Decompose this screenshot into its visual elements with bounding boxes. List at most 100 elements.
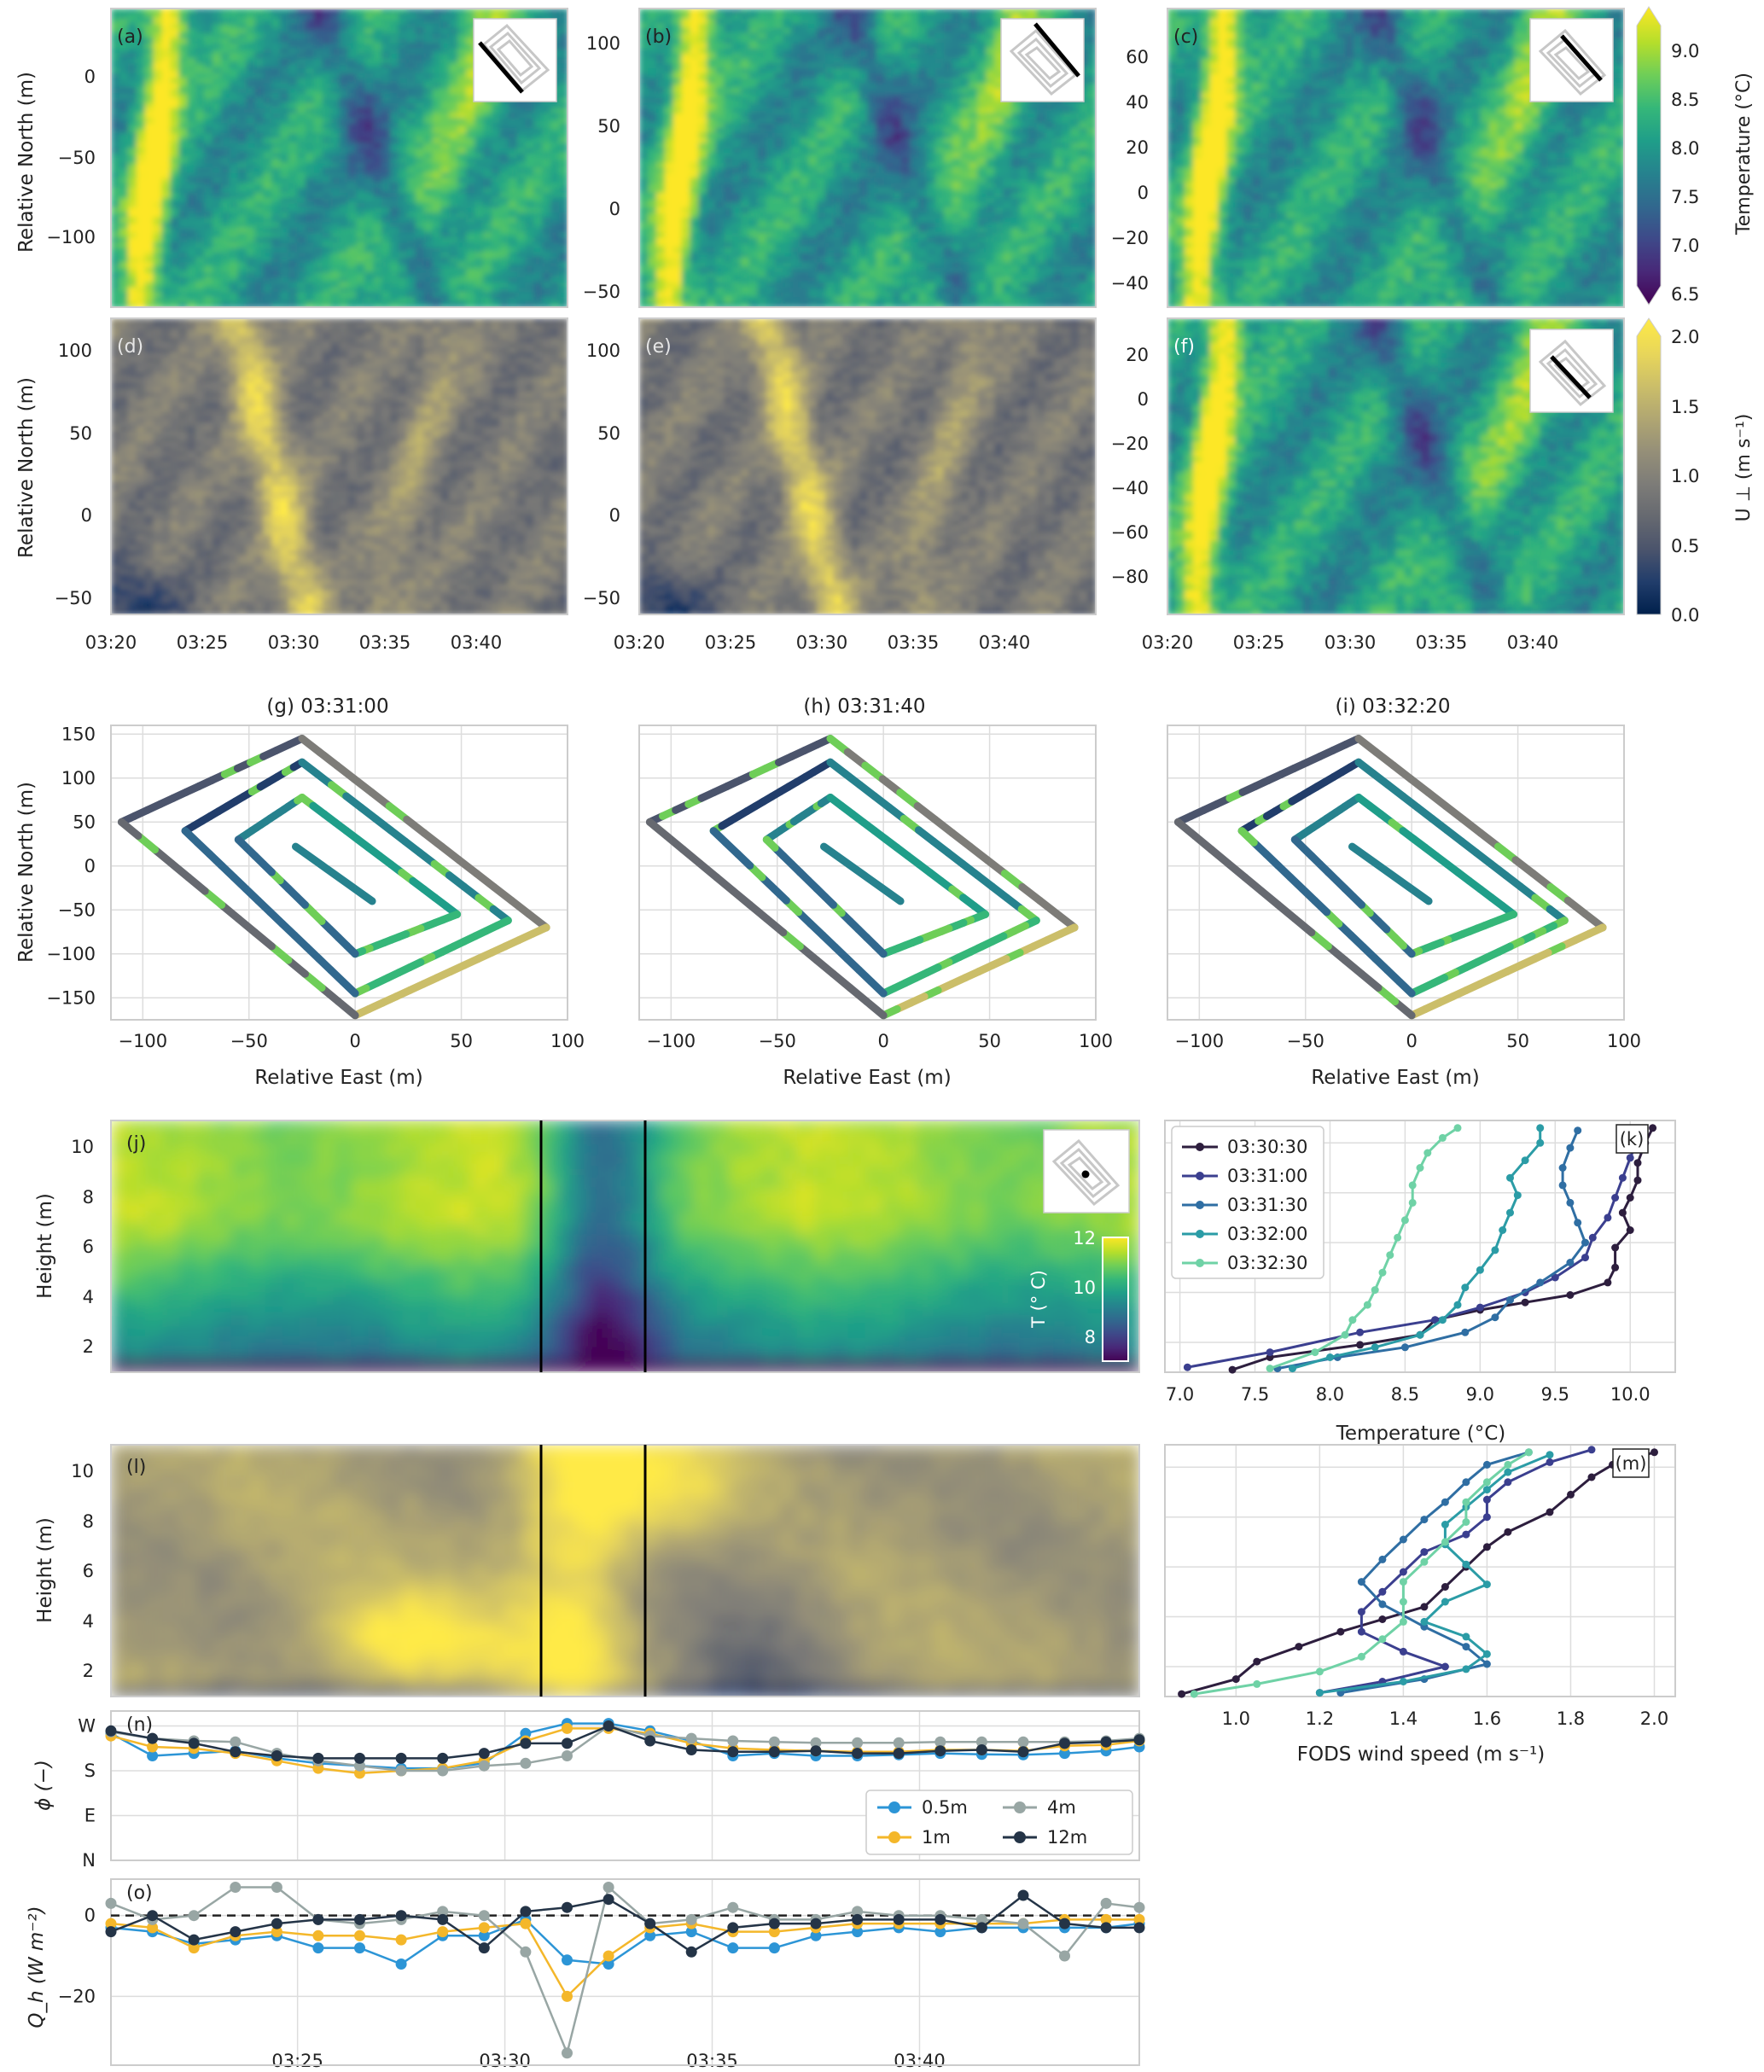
series-point [727, 1942, 739, 1954]
panel-j: (j) 12 10 8 T (° C) 10 8 6 4 2 Height (m… [34, 1120, 1140, 1373]
series-point [1462, 1530, 1470, 1539]
colorbar-wind: 2.0 1.5 1.0 0.5 0.0 U ⊥ (m s⁻¹) [1636, 317, 1755, 626]
legend-entry: 0.5m [877, 1797, 968, 1818]
legend-label: 03:31:30 [1227, 1195, 1307, 1215]
xtick-label: −50 [1287, 1031, 1324, 1051]
ts-axes: W S E N [78, 1710, 1140, 1871]
series-point [1133, 1922, 1145, 1934]
legend-box [1171, 1126, 1324, 1279]
series-point [893, 1748, 905, 1760]
series-point [1566, 1259, 1575, 1266]
cable-segment [1348, 842, 1433, 905]
ylabel-a: Relative North (m) [15, 72, 38, 253]
series-point [1100, 1736, 1112, 1748]
ytick-label: −20 [1111, 434, 1149, 454]
series-point [1482, 1486, 1491, 1494]
series-point [1558, 1164, 1567, 1172]
ts-axes: 03:25 03:30 03:35 03:40 0 −20 [58, 1878, 1140, 2071]
series-point [1017, 1736, 1029, 1748]
colorbar-label: U ⊥ (m s⁻¹) [1733, 414, 1755, 522]
inset-path [1051, 1138, 1121, 1207]
panel-a: (a) 0 −50 −100 Relative North (m) [15, 8, 568, 308]
ytick-label: 0 [609, 199, 620, 219]
axes-frame-j [110, 1120, 1140, 1373]
colorbar-ticks: 9.0 8.5 8.0 7.5 7.0 6.5 [1671, 41, 1699, 305]
series-point [520, 1737, 532, 1749]
series-point [230, 1926, 242, 1938]
series-point [644, 1929, 656, 1941]
legend-label: 03:31:00 [1227, 1166, 1307, 1186]
series-point [934, 1926, 946, 1938]
series-point [1482, 1478, 1491, 1487]
xtick-label: 03:20 [614, 632, 666, 653]
series-point [478, 1748, 490, 1760]
series-point [1378, 1268, 1387, 1277]
xtick-label: 8.5 [1391, 1384, 1419, 1405]
ytick-label: 0 [84, 67, 96, 87]
ytick-label: 10 [71, 1137, 94, 1157]
ytick-labels-j: 10 8 6 4 2 [71, 1137, 94, 1357]
series-point [1566, 1198, 1575, 1207]
series-point [1400, 1216, 1409, 1225]
ytick-label: S [84, 1761, 96, 1781]
series-point [1133, 1901, 1145, 1913]
panel-letter-j: (j) [126, 1133, 146, 1155]
ytick-label: −50 [55, 588, 92, 608]
xtick-label: −100 [1174, 1031, 1224, 1051]
series-point [1441, 1598, 1449, 1606]
panel-n: W S E N (n) ϕ (−) 0.5m 1m 4m 12m [32, 1710, 1145, 1871]
ytick-label: 60 [1126, 47, 1149, 67]
series-point [1420, 1548, 1429, 1557]
ytick-label: −150 [46, 987, 96, 1008]
series-point [644, 1918, 656, 1929]
panel-letter-f: (f) [1173, 336, 1195, 358]
series-point [1356, 1341, 1365, 1349]
series-point [230, 1736, 242, 1748]
series-line [110, 1918, 1140, 1965]
series-line [110, 1885, 1140, 2057]
xtick-label: 03:25 [705, 632, 757, 653]
series-line [1181, 1451, 1655, 1696]
legend-entry: 03:32:30 [1182, 1253, 1307, 1273]
legend-label: 03:32:30 [1227, 1253, 1307, 1273]
xtick-label: 7.5 [1241, 1384, 1269, 1405]
panel-d: (d) 100 50 0 −50 Relative North (m) [15, 317, 568, 615]
ytick-label: −20 [1111, 228, 1149, 248]
series-point [1438, 1316, 1447, 1324]
series-point [852, 1913, 864, 1925]
series-point [437, 1913, 449, 1925]
colorbar-tick: 2.0 [1671, 327, 1699, 347]
series-point [1504, 1528, 1512, 1536]
panel-m: 1.0 1.2 1.4 1.6 1.8 2.0 FODS wind speed (m s⁻… [1164, 1444, 1676, 1766]
map-title-h: (h) 03:31:40 [803, 696, 925, 718]
xtick-label: 03:25 [177, 632, 229, 653]
series-point [768, 1926, 780, 1938]
colorbar-label: T (° C) [1028, 1270, 1049, 1329]
series-point [105, 1926, 117, 1938]
axes-frame-d [110, 317, 568, 615]
series-point [1399, 1598, 1407, 1606]
xtick-label: 50 [1506, 1031, 1529, 1051]
series-point [1462, 1478, 1470, 1487]
cable-segment [709, 827, 730, 847]
series-point [1441, 1583, 1449, 1591]
series-point [603, 1882, 614, 1893]
series-point [1558, 1181, 1567, 1190]
series-point [1441, 1538, 1449, 1546]
series-point [1178, 1690, 1186, 1698]
cable-segment [645, 818, 671, 840]
xtick-label: 100 [1607, 1031, 1641, 1051]
series-point [1416, 1330, 1424, 1339]
series-point [1546, 1508, 1554, 1516]
ylabel-j: Height (m) [34, 1193, 56, 1299]
series-point [1295, 1643, 1303, 1651]
panel-h: (h) 03:31:40 Relative East (m) −100 −50 0 5… [638, 696, 1113, 1089]
series-point [562, 1954, 573, 1966]
series-point [105, 1897, 117, 1909]
series-point [603, 1959, 614, 1970]
tower-inset-j [1043, 1129, 1130, 1214]
series-point [1289, 1365, 1296, 1373]
series-point [975, 1913, 987, 1925]
series-point [727, 1922, 739, 1934]
axes-frame-l [110, 1444, 1140, 1697]
